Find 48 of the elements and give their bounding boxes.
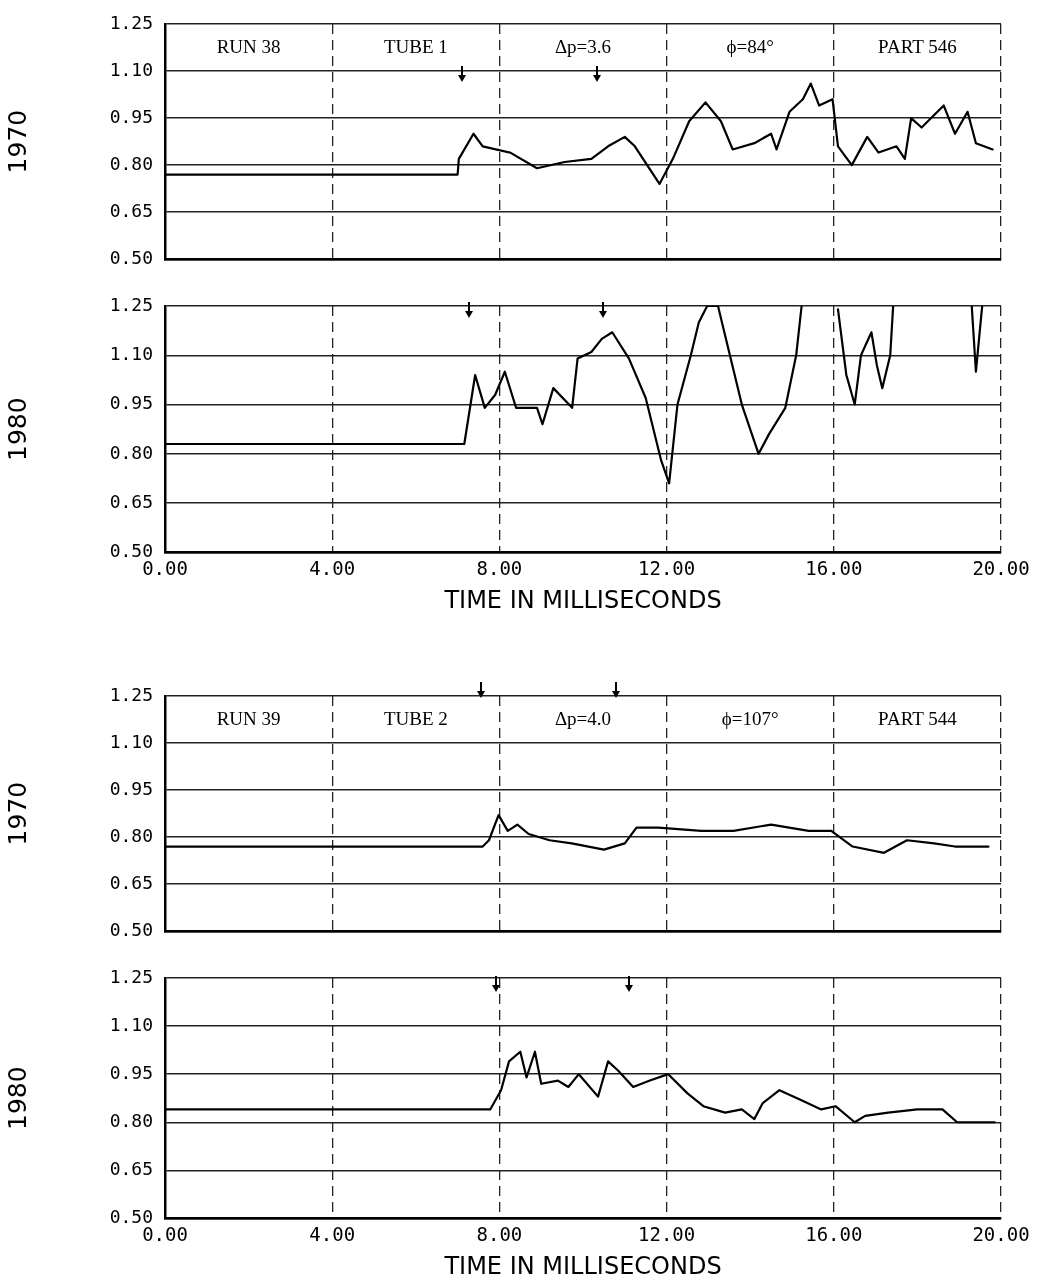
x-tick-label: 8.00 <box>476 556 523 579</box>
x-tick-label: 12.00 <box>638 1222 696 1245</box>
annotation: Δp=4.0 <box>554 707 612 729</box>
y-tick-label: 0.95 <box>109 105 153 127</box>
annotation: ϕ=84° <box>726 35 774 57</box>
annotation: TUBE 1 <box>383 35 448 57</box>
y-tick-label: 1.25 <box>109 11 153 33</box>
annotation: RUN 38 <box>216 35 281 57</box>
x-tick-label: 4.00 <box>309 1222 356 1245</box>
y-axis-title: 1980 <box>2 397 32 462</box>
x-tick-label: 12.00 <box>638 556 696 579</box>
y-tick-label: 0.50 <box>109 918 153 940</box>
y-tick-label: 1.25 <box>109 293 153 315</box>
x-tick-label: 16.00 <box>805 556 863 579</box>
x-axis-title: TIME IN MILLISECONDS <box>443 585 722 614</box>
annotation: PART 546 <box>878 35 957 57</box>
y-tick-label: 1.10 <box>109 730 153 752</box>
y-tick-label: 0.80 <box>109 152 153 174</box>
y-tick-label: 0.65 <box>109 199 153 221</box>
y-tick-label: 1.25 <box>109 965 153 987</box>
x-tick-label: 20.00 <box>972 556 1030 579</box>
y-tick-label: 1.10 <box>109 58 153 80</box>
annotation: PART 544 <box>878 707 958 729</box>
y-tick-label: 0.95 <box>109 1061 153 1083</box>
annotation: Δp=3.6 <box>554 35 612 57</box>
y-tick-label: 0.65 <box>109 490 153 512</box>
annotation: RUN 39 <box>216 707 281 729</box>
x-tick-label: 4.00 <box>309 556 356 579</box>
y-tick-label: 1.10 <box>109 1013 153 1035</box>
x-tick-label: 20.00 <box>972 1222 1030 1245</box>
annotation: ϕ=107° <box>721 707 779 729</box>
y-tick-label: 0.50 <box>109 246 153 268</box>
y-tick-label: 0.65 <box>109 1157 153 1179</box>
y-axis-title: 1970 <box>2 109 32 174</box>
annotation: TUBE 2 <box>383 707 448 729</box>
y-tick-label: 1.25 <box>109 683 153 705</box>
x-tick-label: 8.00 <box>476 1222 523 1245</box>
x-tick-label: 16.00 <box>805 1222 863 1245</box>
y-tick-label: 1.10 <box>109 342 153 364</box>
y-tick-label: 0.80 <box>109 441 153 463</box>
y-tick-label: 0.95 <box>109 392 153 414</box>
x-axis-title: TIME IN MILLISECONDS <box>443 1251 722 1280</box>
y-tick-label: 0.80 <box>109 824 153 846</box>
y-axis-title: 1970 <box>2 781 32 846</box>
y-tick-label: 0.65 <box>109 871 153 893</box>
y-tick-label: 0.95 <box>109 777 153 799</box>
y-tick-label: 0.80 <box>109 1109 153 1131</box>
y-axis-title: 1980 <box>2 1066 32 1131</box>
